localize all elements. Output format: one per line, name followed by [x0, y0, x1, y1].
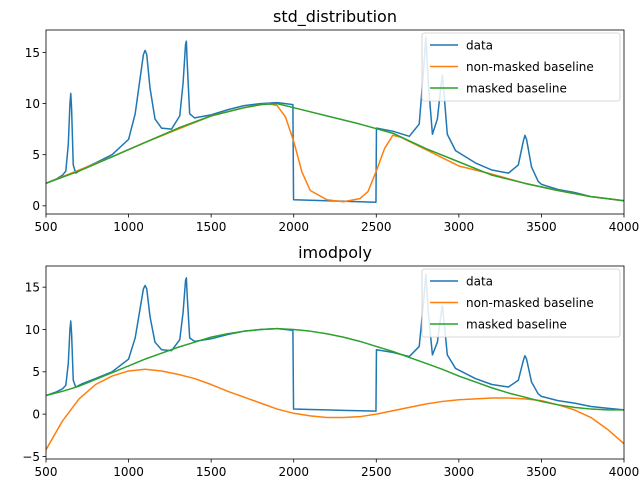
legend: data non-masked baseline masked baseline — [421, 268, 621, 338]
y-tick-label: 0 — [32, 199, 40, 213]
x-tick-label: 1000 — [113, 220, 144, 234]
x-tick-label: 1000 — [113, 465, 144, 479]
x-tick-label: 4000 — [609, 220, 640, 234]
x-tick-label: 2000 — [278, 220, 309, 234]
axes-frame — [45, 29, 625, 215]
y-tick-label: 0 — [32, 407, 40, 421]
series-line-data — [46, 36, 624, 203]
series-line-non-masked-baseline — [46, 368, 624, 451]
x-tick-label: 2500 — [361, 465, 392, 479]
x-tick-label: 2500 — [361, 220, 392, 234]
x-tick-label: 1500 — [196, 220, 227, 234]
x-tick-label: 4000 — [609, 465, 640, 479]
x-tick-label: 3500 — [526, 220, 557, 234]
y-tick-label: 15 — [25, 280, 40, 294]
legend-label: non-masked baseline — [466, 60, 594, 74]
x-tick-label: 500 — [35, 465, 58, 479]
legend-box — [421, 268, 621, 338]
x-tick-label: 2000 — [278, 465, 309, 479]
y-tick-label: 5 — [32, 148, 40, 162]
chart-title: std_distribution — [273, 7, 397, 27]
series-group — [46, 36, 624, 203]
y-tick-label: 15 — [25, 46, 40, 60]
legend-label: data — [466, 38, 493, 52]
chart-panel-2: imodpoly 500 1000 1500 2000 2500 3000 3500 4000 −… — [22, 243, 639, 479]
x-tick-label: 3000 — [444, 465, 475, 479]
y-tick-label: 5 — [32, 365, 40, 379]
x-tick-label: 3500 — [526, 465, 557, 479]
axes-frame — [45, 265, 625, 460]
x-tick-label: 500 — [35, 220, 58, 234]
series-line-masked-baseline — [46, 327, 624, 411]
legend-label: masked baseline — [466, 81, 567, 95]
y-tick-label: 10 — [25, 323, 40, 337]
x-tick-label: 3000 — [444, 220, 475, 234]
y-tick-label: −5 — [22, 450, 40, 464]
chart-title: imodpoly — [298, 243, 372, 262]
legend-label: data — [466, 274, 493, 288]
legend-label: masked baseline — [466, 317, 567, 331]
legend-box — [421, 32, 621, 102]
series-line-data — [46, 273, 624, 412]
series-line-masked-baseline — [46, 102, 624, 202]
legend-label: non-masked baseline — [466, 296, 594, 310]
series-group — [46, 273, 624, 451]
chart-panel-1: std_distribution 500 1000 1500 2000 2500 3000 3… — [25, 7, 640, 234]
legend: data non-masked baseline masked baseline — [421, 32, 621, 102]
y-tick-label: 10 — [25, 97, 40, 111]
x-tick-label: 1500 — [196, 465, 227, 479]
